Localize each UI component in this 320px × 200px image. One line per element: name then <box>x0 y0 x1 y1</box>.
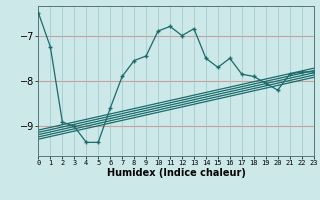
X-axis label: Humidex (Indice chaleur): Humidex (Indice chaleur) <box>107 168 245 178</box>
